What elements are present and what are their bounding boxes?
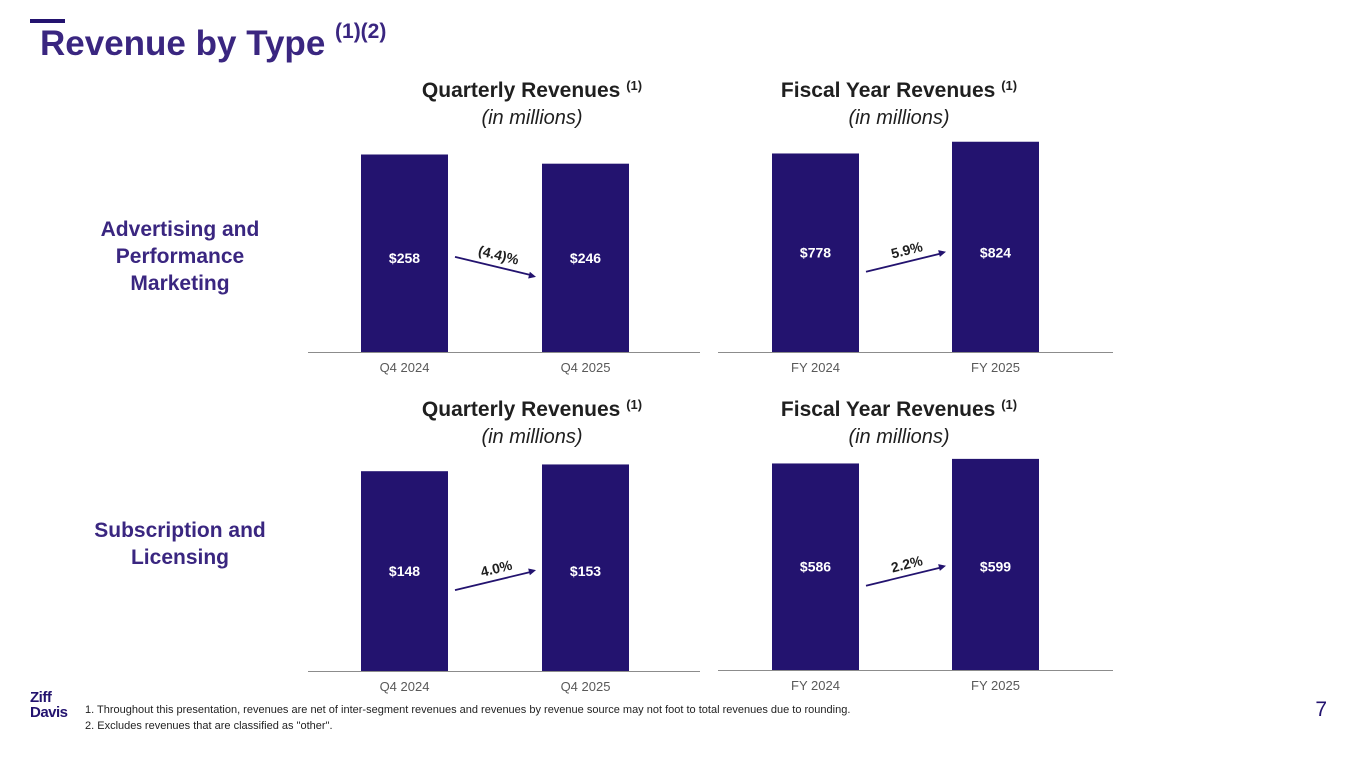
x-tick-label: Q4 2025 — [561, 360, 611, 375]
change-arrow-head — [528, 271, 536, 279]
x-tick-label: FY 2024 — [791, 678, 840, 693]
bar-q4-2025 — [542, 163, 629, 352]
x-tick-label: FY 2024 — [791, 360, 840, 375]
change-arrow — [454, 255, 531, 276]
change-arrow — [865, 566, 941, 587]
footnote-2: 2. Excludes revenues that are classified… — [85, 720, 333, 732]
change-label: 5.9% — [889, 238, 924, 261]
chart-header-q-sub: Quarterly Revenues (1) (in millions) — [421, 397, 643, 448]
value-label: $599 — [980, 559, 1011, 575]
footnotes: 1. Throughout this presentation, revenue… — [85, 702, 850, 734]
bar-fy-2025 — [952, 141, 1039, 352]
change-arrow — [865, 252, 941, 273]
value-label: $824 — [980, 245, 1011, 261]
value-label: $148 — [389, 563, 420, 579]
x-tick-label: Q4 2024 — [380, 360, 430, 375]
chart-header-fy-adv: Fiscal Year Revenues (1) (in millions) — [780, 78, 1018, 129]
change-arrow-head — [938, 250, 946, 257]
bar-fy-2025 — [952, 458, 1039, 670]
chart-header-fy-sub: Fiscal Year Revenues (1) (in millions) — [780, 397, 1018, 448]
change-arrow-head — [528, 568, 536, 576]
x-tick-label: Q4 2025 — [561, 679, 611, 694]
change-label: 4.0% — [479, 557, 514, 580]
ziff-davis-logo: Ziff Davis — [30, 689, 68, 721]
value-label: $153 — [570, 563, 601, 579]
chart-fiscal-advertising: $778 FY 2024 $824 FY 2025 5.9% — [718, 141, 1113, 375]
x-tick-label: Q4 2024 — [380, 679, 430, 694]
change-arrow — [454, 571, 531, 591]
x-tick-label: FY 2025 — [971, 678, 1020, 693]
change-arrow-head — [938, 564, 946, 571]
title-footnote-ref: (1)(2) — [335, 20, 387, 43]
page-number: 7 — [1315, 698, 1327, 721]
value-label: $778 — [800, 245, 831, 261]
bar-q4-2024 — [361, 154, 448, 352]
bar-fy-2024 — [772, 463, 859, 670]
bar-q4-2025 — [542, 464, 629, 671]
value-label: $586 — [800, 559, 831, 575]
bar-fy-2024 — [772, 153, 859, 352]
chart-quarterly-subscription: $148 Q4 2024 $153 Q4 2025 4.0% — [308, 464, 700, 694]
change-label: 2.2% — [889, 552, 924, 575]
chart-fiscal-subscription: $586 FY 2024 $599 FY 2025 2.2% — [718, 458, 1113, 693]
footnote-1: 1. Throughout this presentation, revenue… — [85, 704, 851, 716]
value-label: $246 — [570, 250, 601, 266]
page-title: Revenue by Type (1)(2) — [40, 20, 387, 63]
row-label-subscription: Subscription and Licensing — [94, 519, 266, 569]
title-accent-bar — [30, 19, 65, 23]
value-label: $258 — [389, 250, 420, 266]
chart-header-q-adv: Quarterly Revenues (1) (in millions) — [421, 78, 643, 129]
x-tick-label: FY 2025 — [971, 360, 1020, 375]
row-label-advertising: Advertising and Performance Marketing — [100, 218, 260, 295]
bar-q4-2024 — [361, 471, 448, 671]
